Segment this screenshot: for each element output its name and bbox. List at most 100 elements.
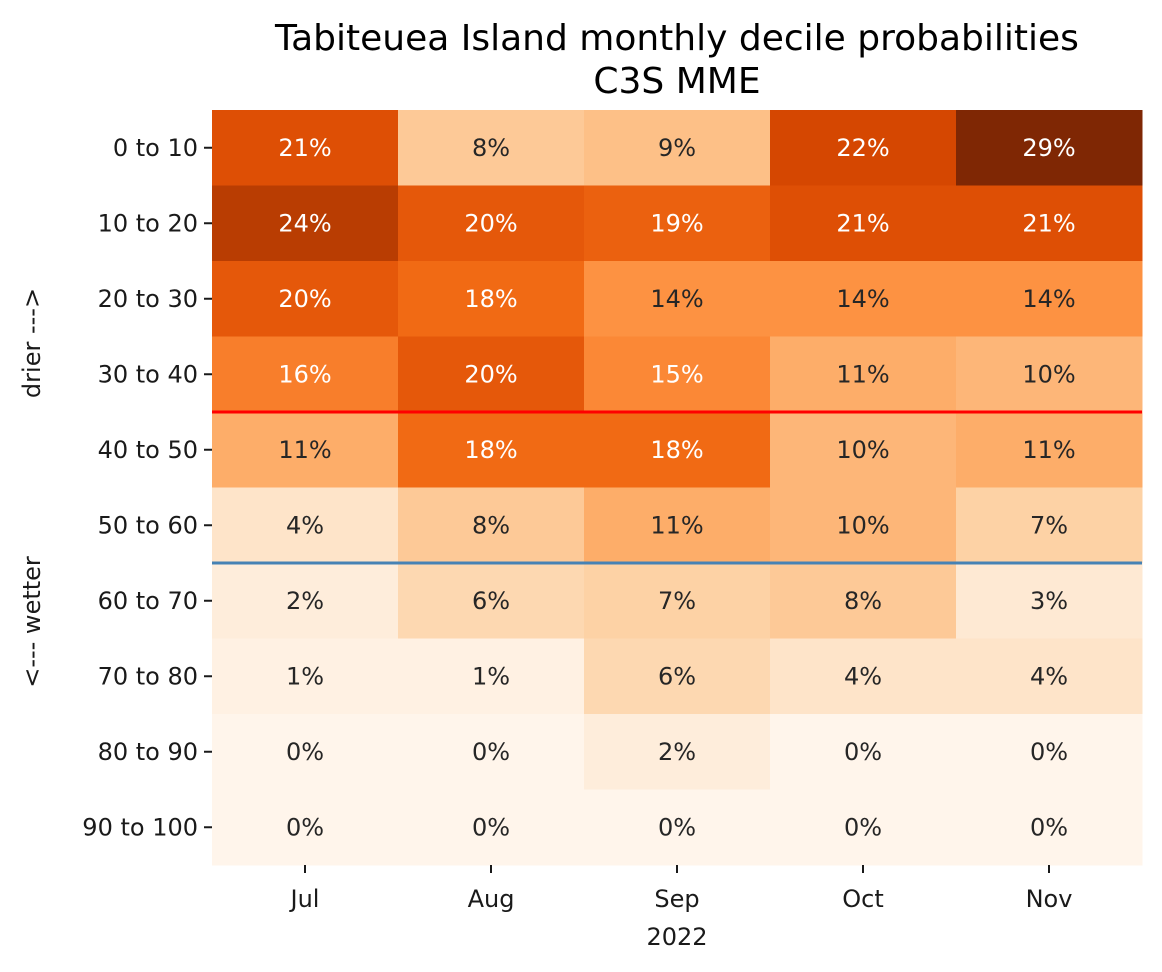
y-axis-label-drier: drier ---> [18, 288, 46, 398]
cell-label: 21% [278, 134, 331, 162]
heatmap-cell [584, 412, 771, 488]
heatmap-cell [584, 789, 771, 866]
cell-label: 2% [286, 587, 324, 615]
heatmap-cell [770, 336, 957, 413]
heatmap-cell [212, 714, 399, 790]
cell-label: 0% [658, 813, 696, 841]
heatmap-cell [212, 336, 399, 413]
heatmap-cell [398, 487, 585, 564]
heatmap-cell [584, 261, 771, 337]
y-tick-label: 80 to 90 [98, 738, 198, 766]
cell-label: 18% [464, 285, 517, 313]
x-axis-label: 2022 [646, 923, 707, 951]
cell-label: 0% [1030, 738, 1068, 766]
heatmap-cell [398, 638, 585, 715]
heatmap-cell [584, 336, 771, 413]
heatmap-cell [956, 563, 1143, 639]
y-tick-label: 60 to 70 [98, 587, 198, 615]
heatmap-cell [770, 638, 957, 715]
heatmap-cell [212, 638, 399, 715]
cell-label: 4% [844, 662, 882, 690]
heatmap-cell [770, 487, 957, 564]
heatmap-cell [956, 789, 1143, 866]
cell-label: 15% [650, 360, 703, 388]
cell-label: 10% [836, 511, 889, 539]
y-tick-label: 70 to 80 [98, 662, 198, 690]
y-tick-label: 30 to 40 [98, 360, 198, 388]
heatmap-cell [770, 110, 957, 186]
heatmap-cell [584, 185, 771, 262]
heatmap-cell [398, 336, 585, 413]
heatmap-cell [770, 789, 957, 866]
cell-label: 6% [658, 662, 696, 690]
y-axis: 0 to 10 10 to 20 20 to 30 30 to 40 40 to 50 5… [82, 134, 212, 841]
y-tick-label: 20 to 30 [98, 285, 198, 313]
cell-label: 2% [658, 738, 696, 766]
cell-label: 3% [1030, 587, 1068, 615]
cell-label: 8% [472, 511, 510, 539]
cell-label: 8% [472, 134, 510, 162]
heatmap-cell [398, 185, 585, 262]
heatmap-cell [584, 487, 771, 564]
cell-label: 4% [1030, 662, 1068, 690]
cell-label: 11% [836, 360, 889, 388]
cell-label: 8% [844, 587, 882, 615]
heatmap-cell [212, 110, 399, 186]
cell-label: 21% [836, 209, 889, 237]
cell-label: 4% [286, 511, 324, 539]
y-tick-label: 50 to 60 [98, 511, 198, 539]
heatmap-cell [398, 714, 585, 790]
y-tick-label: 90 to 100 [82, 813, 198, 841]
x-tick-label: Aug [468, 885, 515, 913]
cell-label: 0% [844, 813, 882, 841]
cell-label: 1% [472, 662, 510, 690]
heatmap-cells: 21% 8% 9% 22% 29% 24% 20% 19% 21% 21% 20% 18% 14% 14%… [212, 110, 1143, 866]
heatmap-cell [770, 412, 957, 488]
heatmap-cell [398, 110, 585, 186]
heatmap-cell [956, 261, 1143, 337]
heatmap-cell [770, 261, 957, 337]
cell-label: 11% [650, 511, 703, 539]
cell-label: 18% [650, 436, 703, 464]
heatmap-cell [584, 714, 771, 790]
cell-label: 0% [844, 738, 882, 766]
cell-label: 20% [464, 209, 517, 237]
cell-label: 14% [836, 285, 889, 313]
cell-label: 14% [650, 285, 703, 313]
cell-label: 7% [1030, 511, 1068, 539]
heatmap-cell [212, 261, 399, 337]
cell-label: 0% [472, 813, 510, 841]
x-tick-label: Sep [654, 885, 699, 913]
cell-label: 24% [278, 209, 331, 237]
heatmap-cell [770, 714, 957, 790]
heatmap-cell [212, 487, 399, 564]
heatmap-cell [212, 563, 399, 639]
cell-label: 0% [286, 813, 324, 841]
cell-label: 11% [1022, 436, 1075, 464]
heatmap-cell [584, 638, 771, 715]
heatmap-cell [956, 487, 1143, 564]
heatmap-cell [212, 185, 399, 262]
heatmap-cell [770, 185, 957, 262]
cell-label: 9% [658, 134, 696, 162]
cell-label: 0% [1030, 813, 1068, 841]
cell-label: 29% [1022, 134, 1075, 162]
heatmap-cell [398, 261, 585, 337]
cell-label: 20% [278, 285, 331, 313]
y-tick-label: 0 to 10 [113, 134, 198, 162]
chart-title: Tabiteuea Island monthly decile probabil… [274, 18, 1079, 59]
cell-label: 22% [836, 134, 889, 162]
heatmap-cell [956, 110, 1143, 186]
heatmap-cell [398, 563, 585, 639]
heatmap-cell [770, 563, 957, 639]
cell-label: 16% [278, 360, 331, 388]
y-axis-label-wetter: <--- wetter [18, 556, 46, 688]
heatmap-cell [398, 412, 585, 488]
cell-label: 11% [278, 436, 331, 464]
heatmap-cell [584, 110, 771, 186]
cell-label: 14% [1022, 285, 1075, 313]
heatmap-cell [212, 789, 399, 866]
heatmap-cell [956, 185, 1143, 262]
heatmap-cell [398, 789, 585, 866]
